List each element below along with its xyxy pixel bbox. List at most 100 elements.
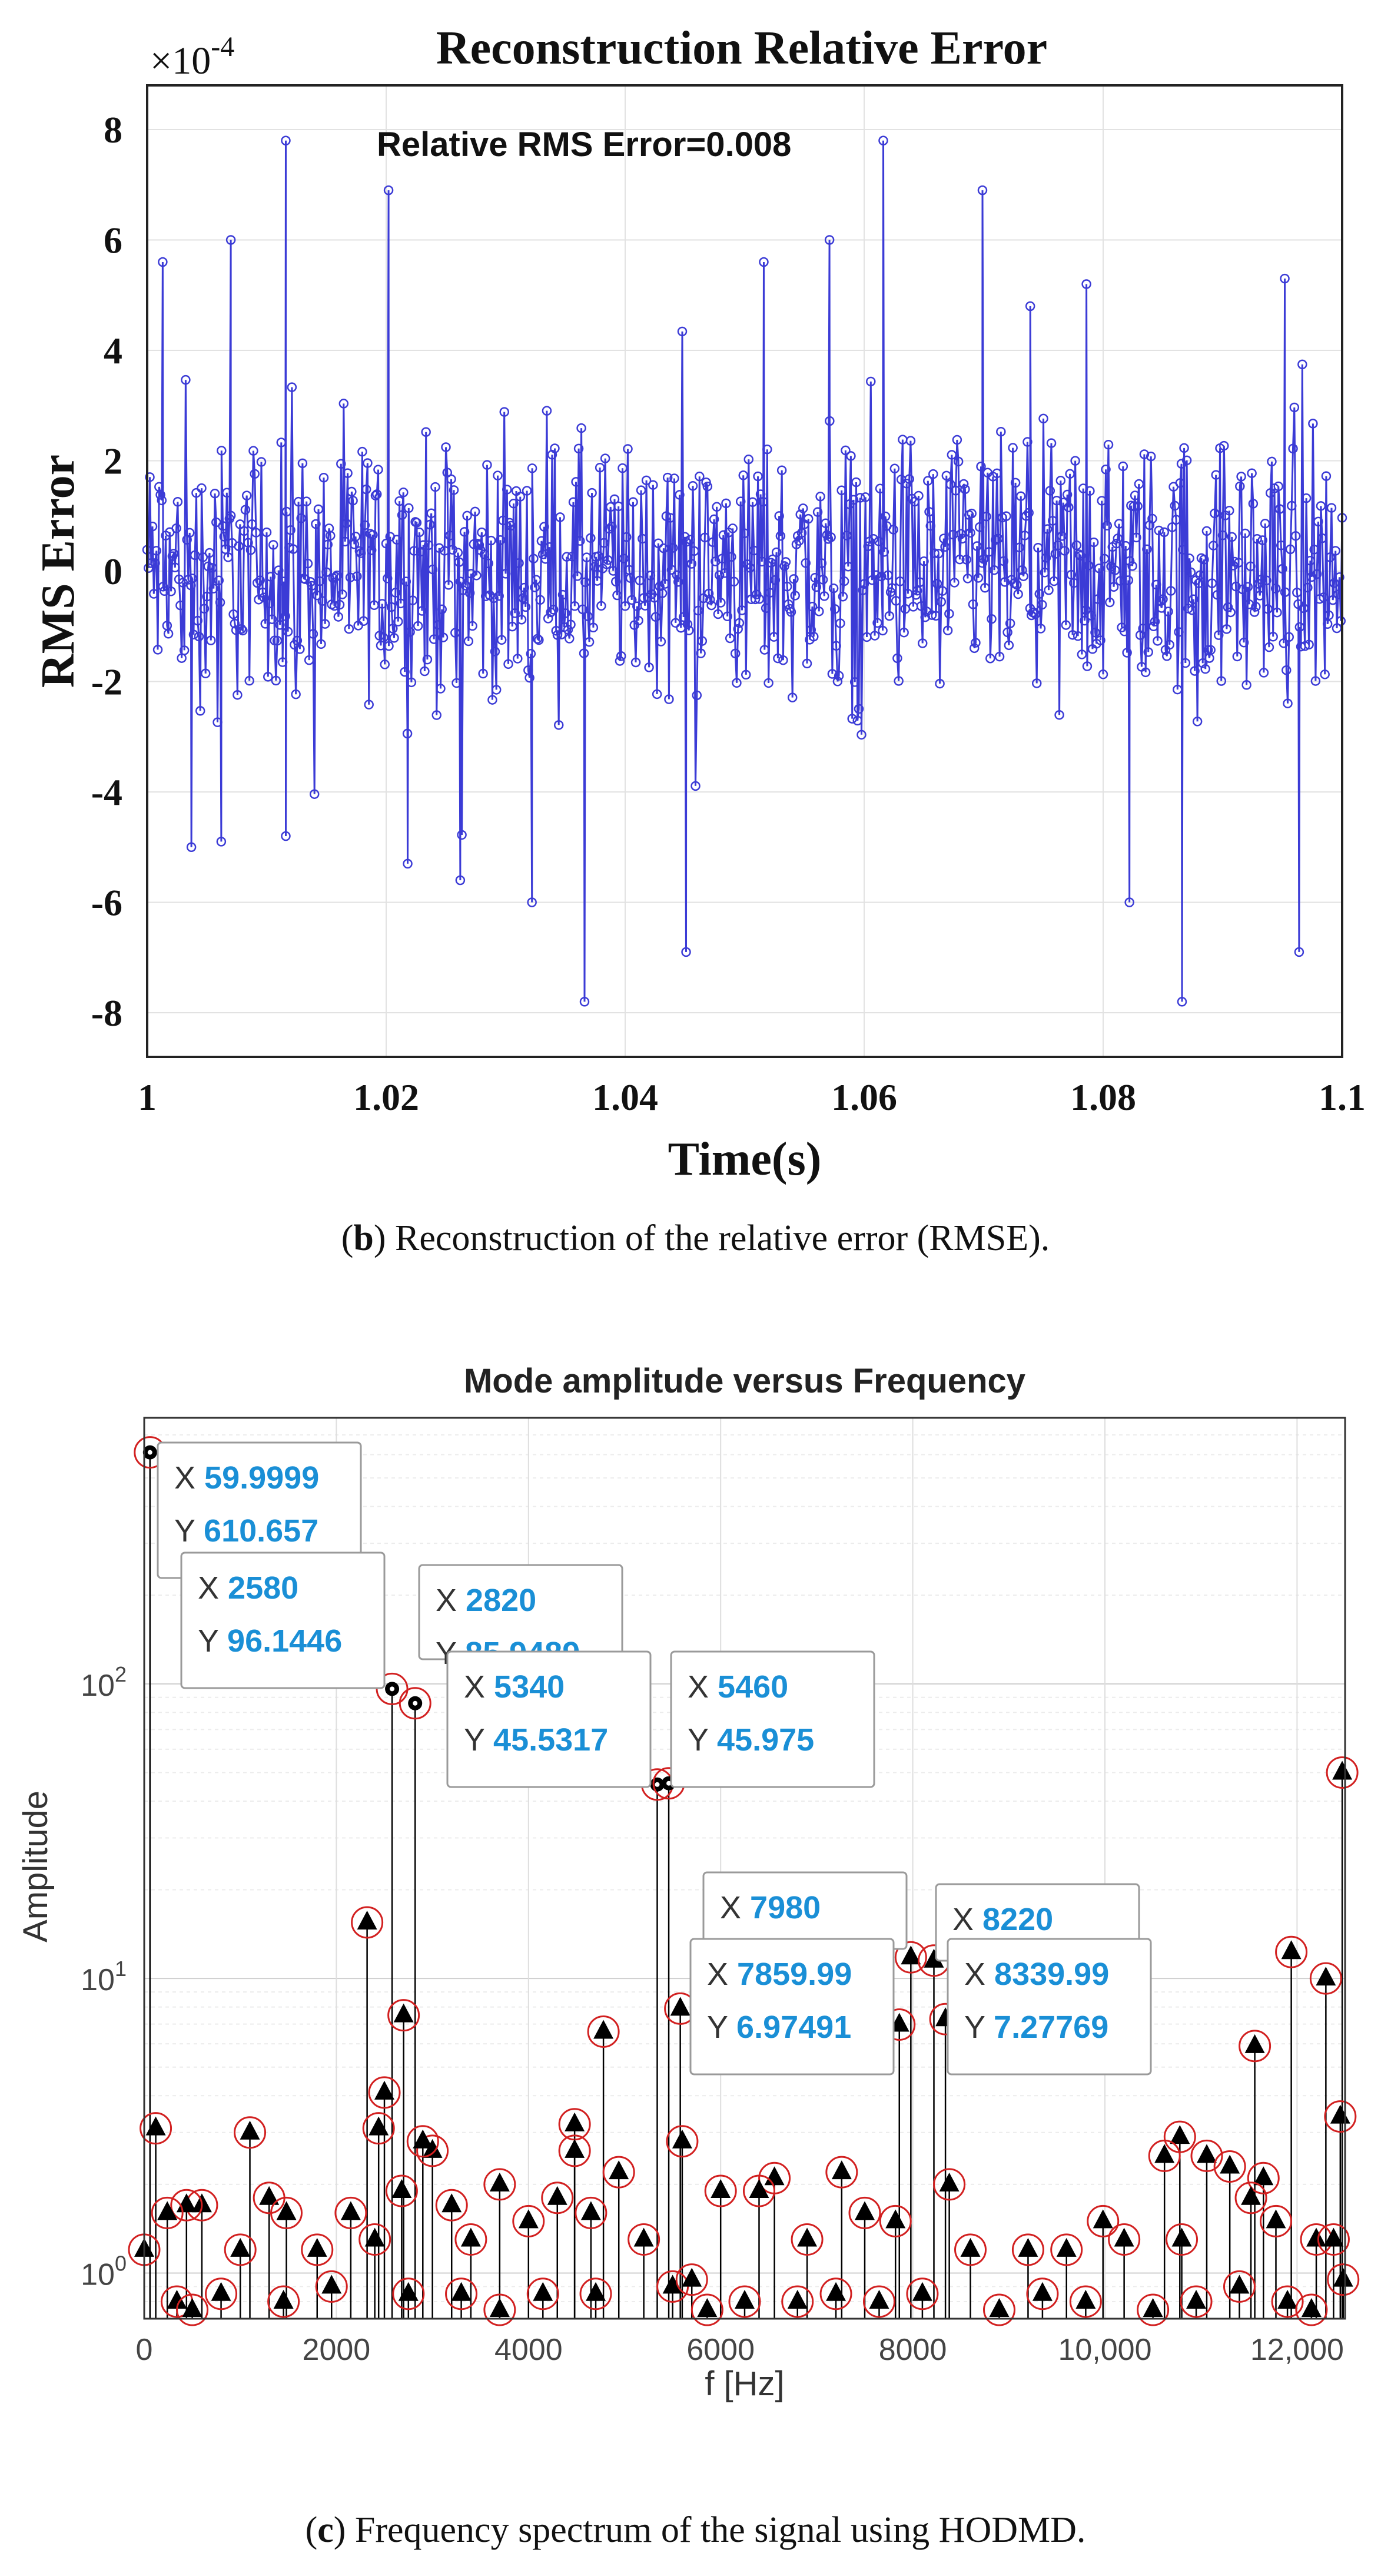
y-tick-label: 102 bbox=[81, 1662, 127, 1703]
rms-error-marker bbox=[234, 541, 244, 551]
datatip-y: Y 6.97491 bbox=[707, 2010, 851, 2045]
mode-marker bbox=[1333, 2267, 1353, 2287]
mode-marker bbox=[1229, 2275, 1250, 2294]
rms-error-marker bbox=[499, 407, 509, 417]
rms-error-marker bbox=[1064, 502, 1074, 512]
mode-ring bbox=[267, 2285, 300, 2318]
rms-error-marker bbox=[868, 534, 879, 544]
rms-error-marker bbox=[960, 484, 970, 495]
mode-ring bbox=[587, 2015, 620, 2048]
mode-ring bbox=[483, 2168, 516, 2201]
mode-ring bbox=[358, 2223, 391, 2256]
rms-error-marker bbox=[977, 185, 988, 195]
rms-error-marker bbox=[628, 497, 638, 507]
rms-error-marker bbox=[725, 633, 735, 644]
rms-error-marker bbox=[1002, 627, 1012, 638]
rms-error-marker bbox=[1304, 639, 1314, 650]
rms-error-marker bbox=[1114, 519, 1124, 529]
rms-error-marker bbox=[738, 470, 748, 480]
rms-error-marker bbox=[233, 689, 243, 700]
rms-error-marker bbox=[188, 629, 199, 640]
rms-error-marker bbox=[1241, 680, 1251, 690]
mode-marker bbox=[451, 2282, 472, 2301]
rms-error-marker bbox=[1070, 456, 1080, 466]
rms-error-marker bbox=[1199, 555, 1209, 565]
rms-error-marker bbox=[1133, 501, 1143, 511]
rms-error-marker bbox=[613, 501, 623, 512]
mode-marker bbox=[749, 2179, 769, 2199]
rms-error-marker bbox=[980, 583, 990, 593]
rms-error-marker bbox=[1088, 537, 1099, 548]
mode-marker bbox=[1056, 2237, 1077, 2257]
rms-error-marker bbox=[1105, 597, 1115, 608]
mode-ring bbox=[270, 2196, 303, 2229]
mode-ring bbox=[742, 2174, 775, 2207]
rms-error-marker bbox=[778, 655, 788, 665]
mode-marker bbox=[273, 2289, 294, 2309]
rms-error-marker bbox=[1301, 493, 1312, 503]
rms-error-marker bbox=[1066, 569, 1077, 580]
mode-marker bbox=[697, 2298, 718, 2318]
rms-error-marker bbox=[722, 611, 732, 622]
rms-error-marker bbox=[358, 616, 369, 626]
rms-error-marker bbox=[326, 531, 336, 541]
rms-error-marker bbox=[682, 619, 693, 629]
rms-error-marker bbox=[223, 552, 233, 562]
mode-ring bbox=[575, 2196, 607, 2229]
rms-error-marker bbox=[686, 559, 697, 569]
rms-error-marker bbox=[1279, 638, 1289, 648]
rms-error-marker bbox=[1303, 582, 1313, 593]
rms-error-marker bbox=[762, 444, 772, 455]
rms-error-marker bbox=[1067, 630, 1078, 640]
rms-error-marker bbox=[666, 565, 677, 575]
rms-error-marker bbox=[648, 480, 658, 490]
mode-ring bbox=[1295, 2293, 1328, 2326]
rms-error-marker bbox=[998, 556, 1009, 566]
rms-error-marker bbox=[522, 486, 532, 496]
rms-error-marker bbox=[712, 502, 722, 512]
mode-ring bbox=[351, 1906, 384, 1939]
rms-error-marker bbox=[1015, 491, 1026, 501]
mode-marker bbox=[489, 2172, 510, 2192]
rms-error-marker bbox=[356, 548, 366, 558]
rms-error-marker bbox=[1190, 666, 1200, 676]
rms-error-marker bbox=[992, 468, 1002, 479]
rms-error-series bbox=[142, 135, 1347, 1007]
rms-error-marker bbox=[1257, 535, 1267, 545]
mode-marker bbox=[735, 2289, 755, 2309]
rms-error-marker bbox=[572, 571, 583, 581]
rms-error-marker bbox=[567, 551, 577, 562]
rms-error-marker bbox=[245, 545, 256, 555]
datatip-x: X 59.9999 bbox=[174, 1460, 319, 1496]
mode-marker bbox=[321, 2275, 342, 2294]
rms-error-marker bbox=[363, 458, 373, 468]
rms-error-marker bbox=[824, 235, 835, 245]
rms-error-marker bbox=[292, 635, 303, 646]
rms-error-marker bbox=[230, 618, 240, 629]
rms-error-marker bbox=[384, 641, 394, 651]
rms-error-marker bbox=[759, 645, 770, 655]
rms-error-marker bbox=[814, 606, 824, 616]
rms-error-marker bbox=[1267, 456, 1277, 467]
rms-error-marker bbox=[194, 631, 204, 642]
x-tick-label: 1.06 bbox=[831, 1076, 897, 1118]
rms-error-marker bbox=[650, 612, 661, 622]
rms-error-marker bbox=[175, 600, 185, 611]
rms-error-marker bbox=[593, 551, 604, 561]
rms-error-marker bbox=[1081, 279, 1091, 289]
rms-error-marker bbox=[703, 588, 714, 599]
chart-b-title: Reconstruction Relative Error bbox=[436, 22, 1047, 74]
rms-error-marker bbox=[1264, 642, 1274, 652]
rms-error-marker bbox=[957, 533, 968, 544]
rms-error-marker bbox=[1308, 419, 1318, 429]
rms-error-marker bbox=[199, 604, 210, 614]
mode-marker bbox=[1171, 2227, 1192, 2247]
rms-error-marker bbox=[321, 567, 331, 577]
rms-error-marker bbox=[749, 545, 759, 556]
rms-error-marker bbox=[743, 454, 754, 465]
rms-error-marker bbox=[974, 522, 985, 532]
rms-error-marker bbox=[834, 671, 844, 681]
rms-error-marker bbox=[916, 601, 927, 611]
rms-error-marker bbox=[944, 609, 954, 619]
rms-error-marker bbox=[641, 475, 652, 486]
